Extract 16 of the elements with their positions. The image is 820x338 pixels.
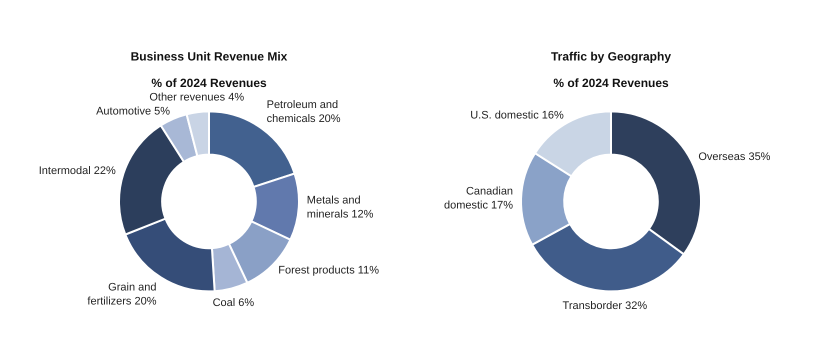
slice-label: Canadian domestic 17% [444,185,514,212]
slice-label: Automotive 5% [96,105,170,118]
slice-label: Other revenues 4% [149,91,244,104]
slice-label: Coal 6% [212,297,254,310]
slice-label: Petroleum and chemicals 20% [266,98,341,125]
slice-label: Transborder 32% [562,300,648,312]
slice-label: Intermodal 22% [38,165,116,178]
slice-label: U.S. domestic 16% [470,110,564,122]
slice-label: Overseas 35% [698,150,771,163]
slice-label: Forest products 11% [278,264,380,277]
slice-label: Grain and fertilizers 20% [87,282,157,308]
chart-title: Business Unit Revenue Mix [130,50,288,64]
chart-title: Traffic by Geography [550,50,672,64]
chart-subtitle: % of 2024 Revenues [151,76,268,90]
slice-label: Metals and minerals 12% [306,194,374,221]
chart-subtitle: % of 2024 Revenues [553,76,670,90]
